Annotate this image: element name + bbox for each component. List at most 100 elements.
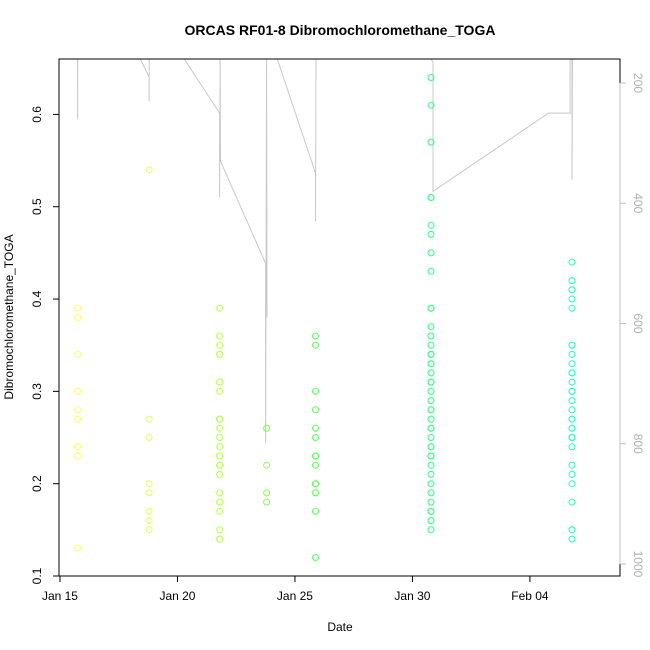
data-point-f0-0 (74, 304, 82, 312)
data-point-f1-3 (145, 480, 153, 488)
data-point-f4-8 (312, 461, 319, 469)
data-point-f6-8 (568, 350, 576, 358)
altitude-segment-1 (139, 58, 150, 102)
data-point-f5-11 (427, 323, 435, 331)
y2-axis: 200 400 600 800 1000 (619, 73, 645, 578)
y-axis: 0.1 0.2 0.3 0.4 0.5 0.6 (30, 106, 60, 584)
y-tick-label-0: 0.1 (30, 567, 44, 584)
data-point-f5-27 (427, 424, 435, 432)
altitude-segment-2 (183, 58, 268, 444)
data-point-f1-4 (145, 489, 153, 497)
altitude-segment-3 (276, 58, 317, 222)
data-point-f5-21 (427, 387, 435, 395)
data-point-f5-12 (427, 332, 435, 340)
x-tick-label-3: Jan 30 (394, 589, 430, 603)
data-point-f4-13 (312, 554, 319, 561)
data-point-f6-9 (568, 360, 576, 368)
data-point-f5-0 (427, 74, 435, 81)
y2-tick-label-1: 400 (631, 193, 645, 213)
data-point-f1-5 (145, 507, 153, 515)
altitude-segment-4 (430, 58, 573, 193)
data-point-f4-2 (312, 387, 319, 395)
data-point-f5-39 (427, 507, 435, 515)
data-point-f2-19 (216, 470, 224, 478)
data-point-f5-24 (427, 406, 435, 414)
data-point-f0-4 (74, 406, 82, 414)
y2-tick-label-4: 1000 (631, 551, 645, 578)
data-point-f4-10 (312, 480, 319, 488)
data-point-f6-26 (568, 470, 576, 478)
data-point-f2-10 (216, 415, 224, 423)
data-point-f2-15 (216, 452, 224, 460)
x-tick-label-4: Feb 04 (511, 589, 549, 603)
data-point-f2-6 (216, 378, 224, 386)
data-point-f1-0 (145, 166, 153, 174)
y-tick-label-5: 0.6 (30, 106, 44, 123)
data-point-f5-30 (427, 443, 435, 451)
data-point-f5-37 (427, 498, 435, 506)
x-tick-label-0: Jan 15 (42, 589, 78, 603)
data-point-f5-32 (427, 452, 435, 460)
data-point-f5-7 (427, 249, 435, 257)
y-tick-label-2: 0.3 (30, 383, 44, 400)
x-tick-label-2: Jan 25 (277, 589, 313, 603)
data-point-f5-36 (427, 489, 435, 497)
data-point-f6-4 (568, 295, 576, 303)
data-point-f5-5 (427, 221, 435, 229)
data-point-f2-26 (216, 535, 224, 543)
data-point-f4-4 (312, 424, 319, 432)
data-point-f2-4 (216, 350, 224, 358)
y2-tick-label-2: 600 (631, 313, 645, 333)
data-point-f3-3 (263, 489, 271, 497)
data-point-f5-40 (427, 517, 435, 525)
data-point-f6-0 (568, 258, 576, 266)
data-point-f5-6 (427, 230, 435, 238)
data-point-f6-23 (568, 434, 576, 441)
data-point-f3-2 (263, 461, 271, 469)
data-point-f0-8 (74, 443, 82, 451)
altitude-trace (77, 58, 573, 444)
data-point-f4-3 (312, 406, 319, 414)
data-point-f6-7 (568, 341, 576, 349)
data-point-f4-5 (312, 434, 319, 441)
y-tick-label-3: 0.4 (30, 290, 44, 307)
data-point-f0-9 (74, 452, 82, 460)
data-point-f5-1 (427, 101, 435, 109)
data-point-f3-1 (263, 424, 271, 432)
data-point-f5-33 (427, 461, 435, 469)
data-point-f6-1 (568, 277, 576, 285)
y2-tick-label-0: 200 (631, 73, 645, 93)
y-axis-title: Dibromochloromethane_TOGA (2, 234, 16, 399)
data-point-f2-1 (216, 332, 224, 340)
data-point-f6-5 (568, 304, 576, 312)
data-point-f5-13 (427, 341, 435, 349)
data-point-f2-23 (216, 507, 224, 515)
data-point-f6-20 (568, 424, 576, 432)
data-point-f5-20 (427, 378, 435, 386)
y2-tick-label-3: 800 (631, 434, 645, 454)
data-point-f6-11 (568, 369, 576, 377)
data-point-f0-3 (74, 387, 82, 395)
data-point-f2-2 (216, 341, 224, 349)
data-point-f6-12 (568, 378, 576, 386)
data-point-f2-13 (216, 443, 224, 451)
data-point-f2-12 (216, 434, 224, 441)
plot-box (58, 58, 621, 577)
data-point-f5-22 (427, 397, 435, 405)
data-point-f2-11 (216, 424, 224, 432)
data-point-f0-5 (74, 415, 82, 423)
data-point-f5-15 (427, 350, 435, 358)
data-point-f4-1 (312, 341, 319, 349)
data-point-f6-27 (568, 480, 576, 488)
data-point-f2-24 (216, 526, 224, 534)
data-point-f5-8 (427, 267, 435, 275)
data-point-f5-17 (427, 360, 435, 368)
data-point-f6-24 (568, 443, 576, 451)
data-point-f6-18 (568, 415, 576, 423)
data-point-f5-4 (427, 194, 435, 201)
data-point-f0-1 (74, 314, 82, 321)
data-point-f6-15 (568, 397, 576, 405)
y-tick-label-4: 0.5 (30, 198, 44, 215)
data-point-f2-0 (216, 304, 224, 312)
